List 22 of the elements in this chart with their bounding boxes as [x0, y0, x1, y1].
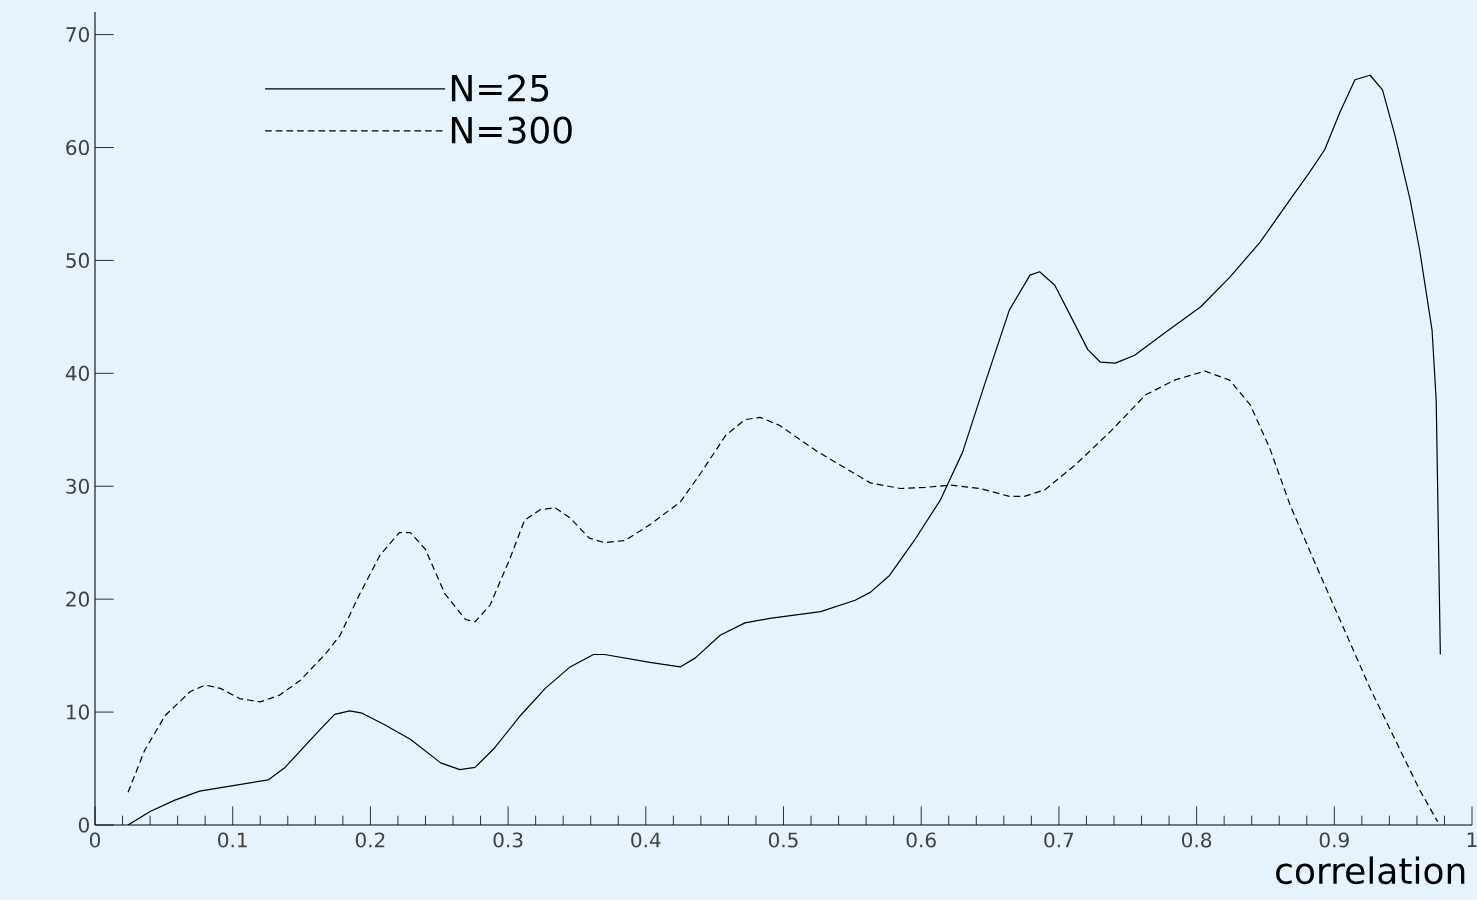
y-tick-label: 70 [66, 27, 89, 43]
x-tick-label: 0.4 [631, 832, 661, 848]
x-tick-label: 1 [1467, 832, 1477, 847]
y-tick-label: 0 [78, 817, 89, 833]
legend-label: N=300 [451, 116, 572, 144]
y-tick-label: 60 [66, 139, 89, 156]
x-tick-label: 0.1 [218, 832, 247, 848]
x-tick-label: 0.7 [1044, 832, 1074, 848]
legend-label: N=25 [451, 74, 549, 102]
x-tick-label: 0.3 [493, 832, 523, 848]
y-tick-label: 10 [67, 704, 89, 720]
y-tick-label: 30 [66, 478, 89, 494]
x-tick-label: 0 [89, 832, 101, 848]
y-tick-label: 20 [66, 591, 89, 607]
x-tick-label: 0.8 [1182, 832, 1212, 848]
x-tick-label: 0.6 [906, 832, 936, 848]
x-tick-label: 0.2 [355, 832, 385, 848]
y-tick-label: 40 [65, 365, 89, 381]
y-tick-label: 50 [66, 252, 89, 268]
x-axis-title: correlation [1276, 856, 1465, 885]
x-tick-label: 0.9 [1319, 832, 1349, 848]
x-tick-label: 0.5 [768, 832, 798, 848]
